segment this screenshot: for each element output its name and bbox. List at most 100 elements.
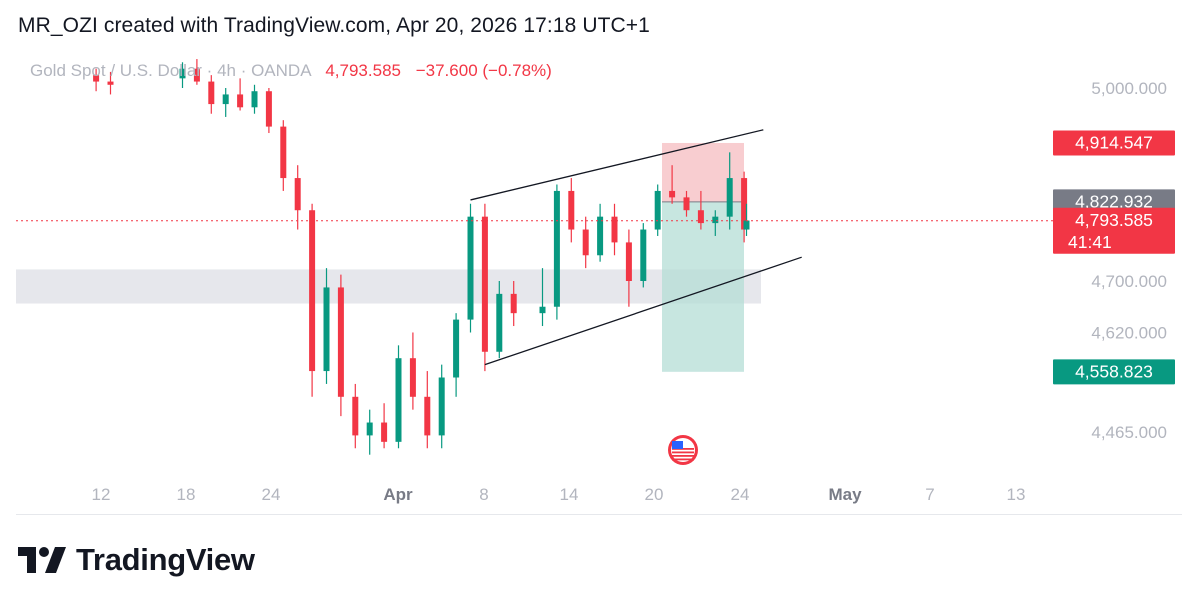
x-axis-tick: 24 xyxy=(731,485,750,504)
flag-canton xyxy=(672,441,683,449)
channel-upper-line xyxy=(470,129,764,201)
candle-body xyxy=(481,216,488,352)
candle-body xyxy=(309,210,316,372)
candle-body xyxy=(193,68,200,82)
candle-body xyxy=(381,422,388,442)
candle-body xyxy=(741,178,748,230)
candle-body xyxy=(294,178,301,211)
candle-body xyxy=(510,293,517,314)
candle-body xyxy=(611,216,618,243)
candle xyxy=(381,403,388,449)
chart-area[interactable]: 5,000.000 4,700.000 4,620.000 4,465.000 4,91… xyxy=(16,40,1182,515)
candle xyxy=(280,120,287,191)
candle xyxy=(409,332,416,410)
x-axis-tick: Apr xyxy=(383,485,413,504)
candle-body xyxy=(237,94,244,108)
candle-body xyxy=(424,396,431,436)
candle-body xyxy=(179,68,186,79)
candle-body xyxy=(352,396,359,436)
candle xyxy=(294,165,301,230)
chart-legend: Gold Spot / U.S. Dollar · 4h · OANDA 4,7… xyxy=(30,61,552,81)
candle-body xyxy=(568,190,575,230)
x-axis-tick: 13 xyxy=(1007,485,1026,504)
x-axis-tick: 20 xyxy=(645,485,664,504)
candle-body xyxy=(323,287,330,372)
candle-body xyxy=(453,319,460,378)
candle-body xyxy=(539,306,546,314)
price-tag-countdown: 41:41 xyxy=(1068,232,1112,252)
price-tag-label: 4,914.547 xyxy=(1075,132,1153,152)
x-axis-tick: 14 xyxy=(560,485,579,504)
price-chart[interactable]: 5,000.000 4,700.000 4,620.000 4,465.000 4,91… xyxy=(16,40,1182,514)
y-axis-tick: 5,000.000 xyxy=(1091,79,1167,98)
candle-body xyxy=(743,220,750,230)
candle xyxy=(741,171,748,243)
candle xyxy=(179,62,186,88)
support-zone xyxy=(16,269,761,304)
brand-name: TradingView xyxy=(76,542,255,577)
candle-body xyxy=(438,377,445,436)
flag-stripe xyxy=(672,451,694,454)
candle-body xyxy=(409,358,416,397)
candle-body xyxy=(654,190,661,230)
price-tag-bg xyxy=(1053,359,1175,385)
candle xyxy=(553,184,560,320)
candle xyxy=(582,216,589,269)
candle xyxy=(438,364,445,449)
candle xyxy=(237,78,244,111)
candle xyxy=(697,190,704,230)
candle-body xyxy=(582,229,589,256)
candle xyxy=(510,281,517,327)
candle xyxy=(193,59,200,85)
candle xyxy=(683,190,690,217)
candle xyxy=(323,268,330,384)
price-tag-target-low: 4,558.823 xyxy=(1053,359,1175,385)
price-tag-label: 4,793.585 xyxy=(1075,210,1153,230)
x-axis-tick: 24 xyxy=(262,485,281,504)
candle xyxy=(597,203,604,262)
candle xyxy=(467,203,474,333)
candle xyxy=(625,229,632,307)
candle xyxy=(222,88,229,117)
candle-body xyxy=(222,94,229,105)
candle xyxy=(93,68,100,92)
candle-body xyxy=(251,91,258,108)
us-flag-icon xyxy=(668,435,698,465)
candle-body xyxy=(625,242,632,281)
x-axis-tick: May xyxy=(828,485,862,504)
candle xyxy=(726,152,733,230)
take-profit-zone xyxy=(662,201,744,372)
candle xyxy=(712,210,719,236)
candle xyxy=(424,371,431,449)
candle-body xyxy=(697,210,704,224)
candle xyxy=(743,203,750,236)
candle xyxy=(366,409,373,455)
legend-price: 4,793.585 xyxy=(325,61,401,80)
x-axis-tick: 12 xyxy=(92,485,111,504)
candle xyxy=(352,383,359,449)
candle-body xyxy=(726,178,733,217)
candle xyxy=(481,203,488,372)
tradingview-logo-icon xyxy=(18,547,66,573)
candle-body xyxy=(107,81,114,85)
candle-body xyxy=(280,126,287,179)
candle-body xyxy=(265,91,272,127)
candle xyxy=(568,178,575,243)
candle xyxy=(265,88,272,134)
y-axis-tick: 4,620.000 xyxy=(1091,323,1167,342)
channel-lower-line xyxy=(484,256,802,366)
legend-change: −37.600 (−0.78%) xyxy=(415,61,552,80)
candle xyxy=(496,281,503,359)
candle-body xyxy=(496,293,503,352)
candle-body xyxy=(712,216,719,224)
price-tag-label: 4,558.823 xyxy=(1075,361,1153,381)
candle-body xyxy=(640,229,647,281)
brand: TradingView xyxy=(18,542,255,578)
candle-body xyxy=(395,358,402,442)
candle xyxy=(309,203,316,397)
y-axis-tick: 4,465.000 xyxy=(1091,423,1167,442)
candle xyxy=(611,203,618,256)
candle-body xyxy=(597,216,604,256)
candles-group xyxy=(93,59,750,455)
